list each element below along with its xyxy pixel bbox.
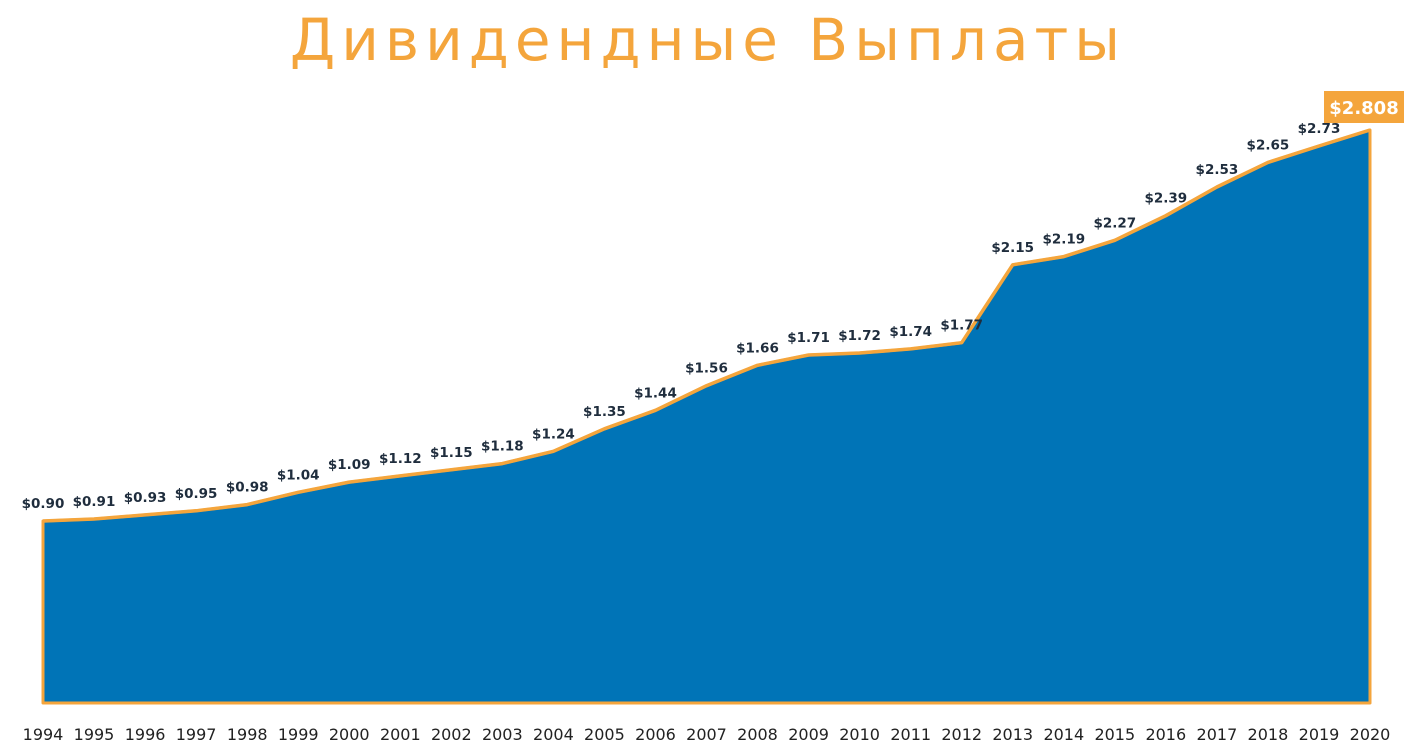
x-tick-label: 1998 [227, 725, 268, 744]
value-label: $0.90 [22, 496, 65, 512]
value-label: $1.77 [940, 318, 983, 334]
x-tick-label: 2001 [380, 725, 421, 744]
last-value-badge [1324, 91, 1404, 123]
value-label: $2.15 [991, 240, 1034, 256]
value-label: $1.09 [328, 457, 371, 473]
value-label: $2.808 [1329, 98, 1398, 119]
x-tick-label: 1996 [125, 725, 166, 744]
x-tick-label: 2003 [482, 725, 523, 744]
x-tick-label: 2009 [788, 725, 829, 744]
value-label: $1.04 [277, 467, 320, 483]
x-tick-label: 2019 [1299, 725, 1340, 744]
x-tick-label: 2012 [941, 725, 982, 744]
x-tick-label: 1999 [278, 725, 319, 744]
value-label: $1.12 [379, 451, 422, 467]
x-tick-label: 2000 [329, 725, 370, 744]
value-label: $0.95 [175, 486, 218, 502]
x-tick-label: 1997 [176, 725, 217, 744]
x-tick-label: 2015 [1094, 725, 1135, 744]
x-tick-label: 2014 [1043, 725, 1084, 744]
x-tick-label: 2018 [1248, 725, 1289, 744]
value-label: $1.15 [430, 445, 473, 461]
x-tick-label: 2013 [992, 725, 1033, 744]
x-tick-label: 2010 [839, 725, 880, 744]
x-tick-label: 2020 [1350, 725, 1391, 744]
x-tick-label: 2008 [737, 725, 778, 744]
value-label: $1.24 [532, 426, 575, 442]
value-label: $1.18 [481, 439, 524, 455]
x-tick-label: 2016 [1145, 725, 1186, 744]
value-label: $2.65 [1247, 137, 1290, 153]
value-label: $1.66 [736, 340, 779, 356]
chart-title: Дивидендные Выплаты [289, 6, 1127, 74]
x-tick-label: 1995 [74, 725, 115, 744]
value-label: $1.44 [634, 385, 677, 401]
value-label: $0.93 [124, 490, 167, 506]
x-tick-label: 2004 [533, 725, 574, 744]
value-label: $1.56 [685, 361, 728, 377]
x-tick-label: 2017 [1197, 725, 1238, 744]
value-label: $2.19 [1042, 232, 1085, 248]
series-area [41, 128, 1372, 705]
value-label: $1.74 [889, 324, 932, 340]
value-label: $2.27 [1093, 215, 1136, 231]
x-tick-label: 2006 [635, 725, 676, 744]
value-label: $1.72 [838, 328, 881, 344]
value-label: $0.98 [226, 480, 269, 496]
x-tick-label: 2002 [431, 725, 472, 744]
value-label: $2.53 [1196, 162, 1239, 178]
x-tick-label: 2005 [584, 725, 625, 744]
value-label: $1.71 [787, 330, 830, 346]
value-label: $0.91 [73, 494, 116, 510]
x-tick-label: 2011 [890, 725, 931, 744]
x-tick-label: 2007 [686, 725, 727, 744]
value-label: $2.39 [1144, 191, 1187, 207]
value-label: $1.35 [583, 404, 626, 420]
x-tick-label: 1994 [23, 725, 64, 744]
value-label: $2.73 [1298, 121, 1341, 137]
series-line [42, 128, 1371, 523]
